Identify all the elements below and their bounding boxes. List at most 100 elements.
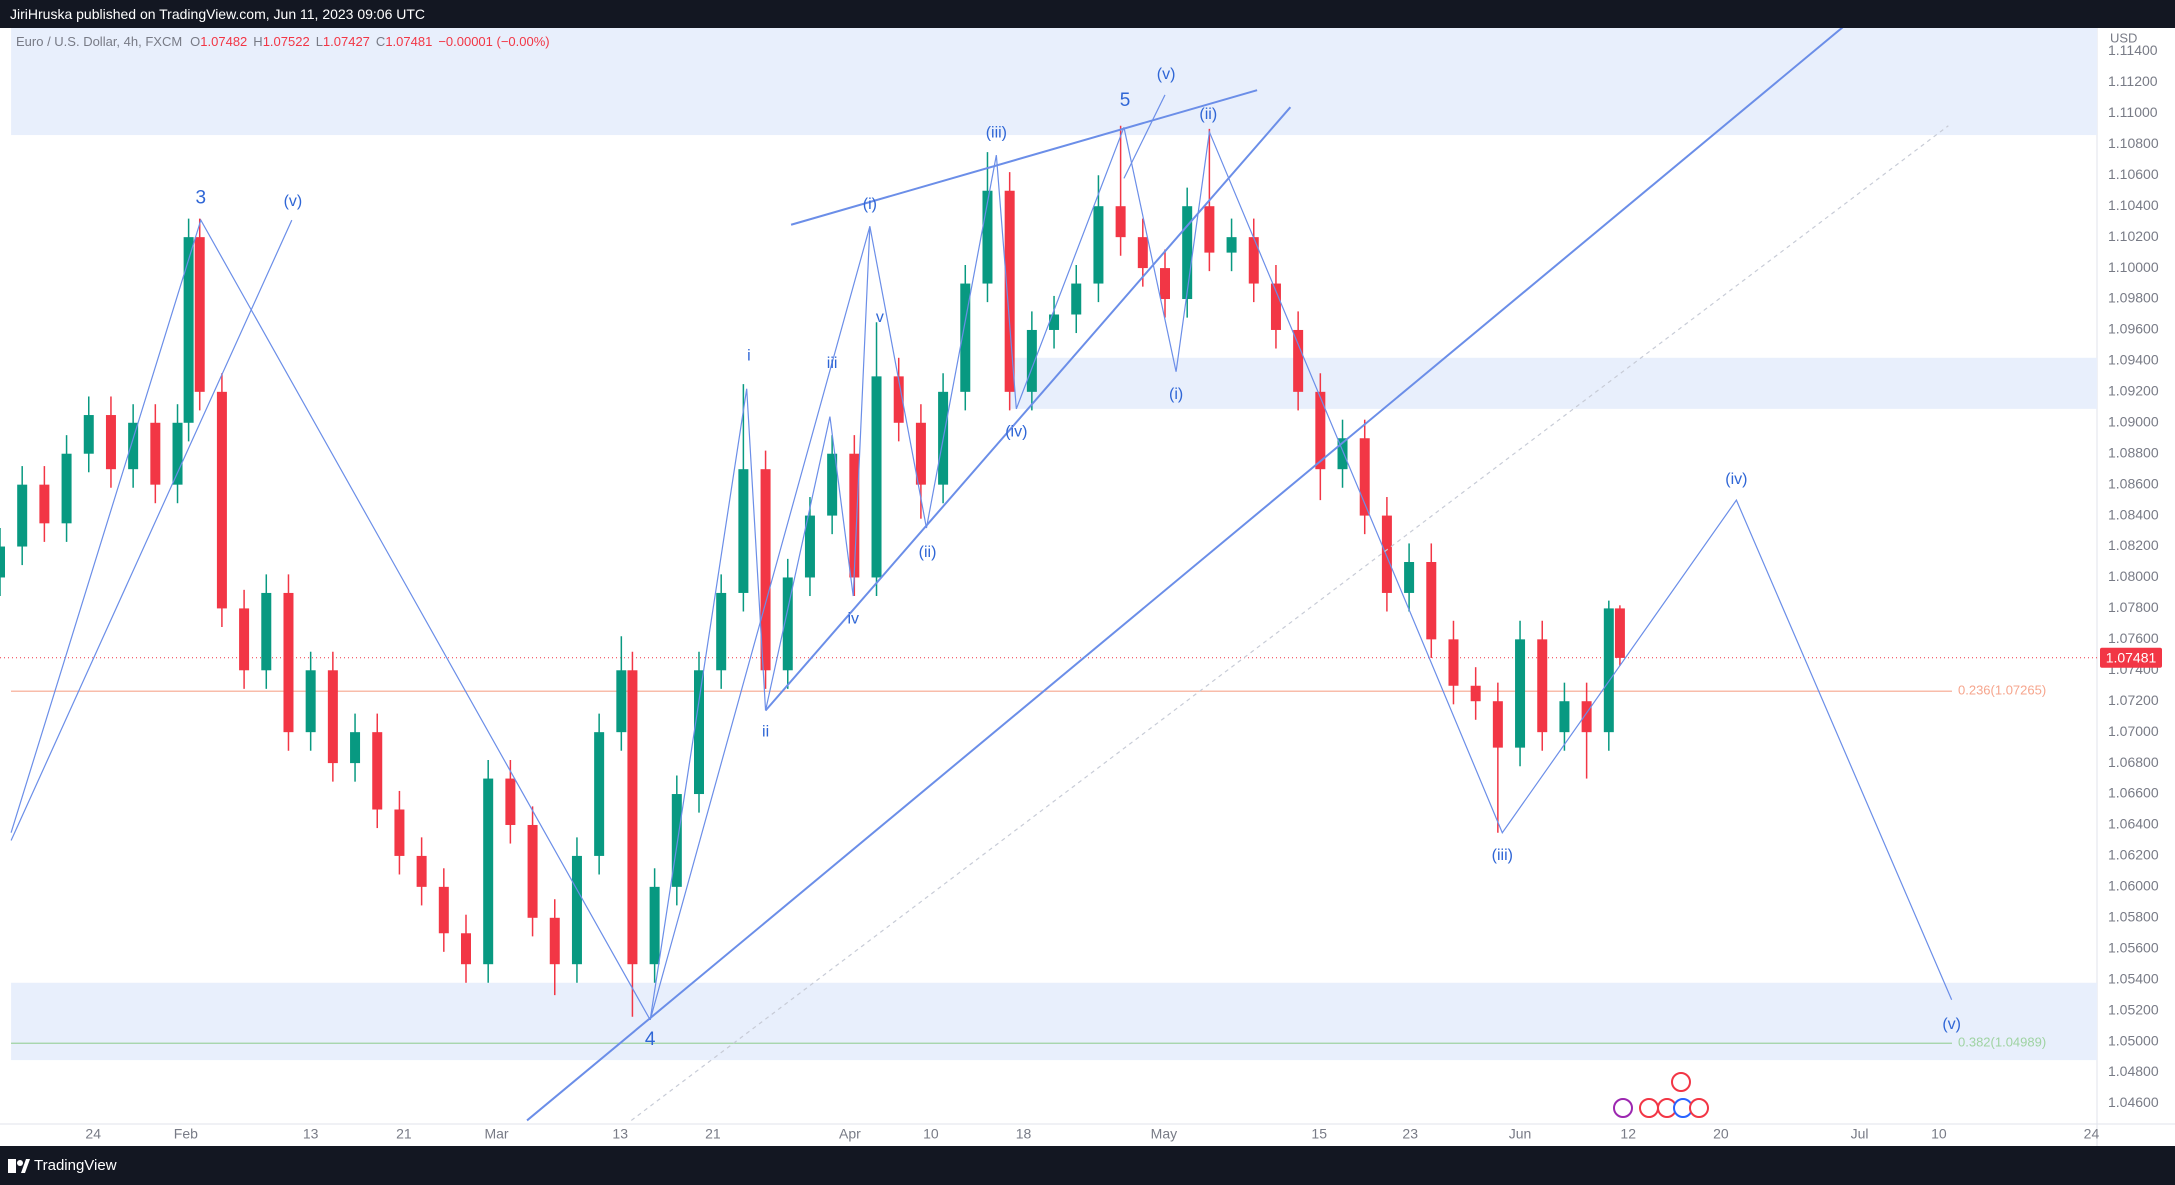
wave-label: (v) — [1157, 66, 1176, 83]
candle-body — [194, 237, 205, 392]
x-tick-label: 21 — [396, 1126, 412, 1142]
candle-body — [871, 376, 882, 578]
candle-body — [1160, 268, 1170, 300]
y-tick-label: 1.09000 — [2108, 413, 2159, 429]
candle-body — [461, 933, 471, 965]
legend-label: O — [190, 34, 201, 49]
x-tick-label: 21 — [705, 1126, 721, 1142]
y-tick-label: 1.10000 — [2108, 259, 2159, 275]
y-tick-label: 1.06600 — [2108, 785, 2159, 801]
last-price-tag — [2100, 647, 2162, 668]
legend-label: L — [315, 34, 323, 49]
candle-body — [1381, 515, 1392, 593]
candle-body — [1049, 314, 1060, 330]
candle-body — [1315, 391, 1326, 470]
y-tick-label: 1.09800 — [2108, 290, 2159, 306]
candle-body — [1093, 206, 1104, 284]
y-tick-label: 1.11000 — [2108, 104, 2158, 120]
candle-body — [1026, 329, 1037, 392]
wave-line — [649, 127, 1125, 1021]
y-tick-label: 1.09200 — [2108, 383, 2159, 399]
candle-body — [616, 670, 627, 733]
candle-body — [782, 577, 793, 671]
x-tick-label: Mar — [484, 1126, 508, 1142]
wave-line — [630, 125, 1949, 1121]
x-tick-label: Jun — [1509, 1126, 1532, 1142]
candle-body — [1470, 685, 1481, 702]
candle-body — [61, 453, 72, 524]
candle-body — [39, 484, 50, 524]
wave-label: (iv) — [1725, 471, 1747, 488]
legend-value: 1.07427 — [322, 34, 370, 49]
candle-body — [1248, 237, 1259, 284]
candle-body — [483, 778, 494, 965]
wave-line — [790, 89, 1258, 226]
y-tick-label: 1.06000 — [2108, 878, 2159, 894]
event-icon — [1689, 1098, 1709, 1118]
candle-body — [549, 917, 560, 965]
candle-body — [1492, 701, 1503, 748]
y-tick-label: 1.06800 — [2108, 754, 2159, 770]
y-tick-label: 1.09600 — [2108, 321, 2159, 337]
candle-body — [128, 422, 139, 470]
candle-body — [261, 592, 272, 671]
wave-line — [10, 218, 651, 1021]
publish-bar: JiriHruska published on TradingView.com,… — [0, 0, 2175, 28]
candle-body — [1182, 206, 1193, 300]
y-tick-label: 1.10600 — [2108, 166, 2159, 182]
y-tick-label: 1.05600 — [2108, 939, 2159, 955]
brand: TradingView — [34, 1157, 117, 1174]
wave-label: 4 — [645, 1029, 656, 1050]
y-tick-label: 1.10200 — [2108, 228, 2159, 244]
candle-body — [1581, 701, 1592, 733]
y-tick-label: 1.04600 — [2108, 1094, 2159, 1110]
wave-line — [764, 106, 1292, 712]
candle-body — [438, 886, 449, 934]
candle-body — [305, 670, 316, 733]
candle-body — [1137, 237, 1148, 269]
candle-body — [1404, 562, 1415, 593]
wave-line — [526, 28, 1844, 1122]
fib-label: 0.236(1.07265) — [1958, 683, 2046, 698]
wave-line — [1123, 94, 1166, 179]
currency-label: USD — [2110, 30, 2137, 45]
y-tick-label: 1.11200 — [2108, 73, 2158, 89]
wave-label: (v) — [1942, 1016, 1961, 1033]
candle-body — [649, 886, 660, 965]
wave-line — [649, 226, 871, 1020]
wave-label: (ii) — [919, 544, 937, 561]
candle-body — [1614, 608, 1625, 658]
fib-label: 0.382(1.04989) — [1958, 1035, 2046, 1050]
y-tick-label: 1.10400 — [2108, 197, 2159, 213]
candle-body — [183, 237, 194, 423]
candle-body — [1270, 283, 1281, 330]
candle-body — [416, 855, 427, 887]
candle-body — [216, 391, 227, 609]
candle-body — [1359, 438, 1370, 516]
wave-label: v — [876, 309, 884, 326]
y-tick-label: 1.05200 — [2108, 1001, 2159, 1017]
candle-body — [172, 422, 183, 485]
event-icons — [1613, 1072, 1709, 1118]
event-icon — [1613, 1098, 1633, 1118]
candle-body — [105, 415, 116, 470]
y-tick-label: 1.05400 — [2108, 970, 2159, 986]
y-tick-label: 1.08000 — [2108, 568, 2159, 584]
y-tick-label: 1.06400 — [2108, 816, 2159, 832]
candle-body — [694, 670, 704, 795]
wave-label: (v) — [284, 193, 303, 210]
candle-body — [394, 809, 405, 856]
candle-body — [1204, 206, 1215, 253]
plot-pane: 0.236(1.07265) 0.382(1.04989) 3 (v) 5 (v) (iii… — [0, 28, 2097, 1122]
candle-body — [804, 515, 815, 578]
x-tick-label: 10 — [1931, 1126, 1947, 1142]
candle-body — [960, 283, 971, 392]
candle-body — [893, 376, 904, 423]
candle-body — [505, 778, 516, 825]
legend: Euro / U.S. Dollar, 4h, FXCM O1.07482 H1.0… — [16, 34, 556, 49]
wave-label: (i) — [863, 196, 877, 213]
footer: TradingView — [0, 1146, 2175, 1185]
x-tick-label: 24 — [85, 1126, 101, 1142]
x-tick-label: 15 — [1311, 1126, 1327, 1142]
